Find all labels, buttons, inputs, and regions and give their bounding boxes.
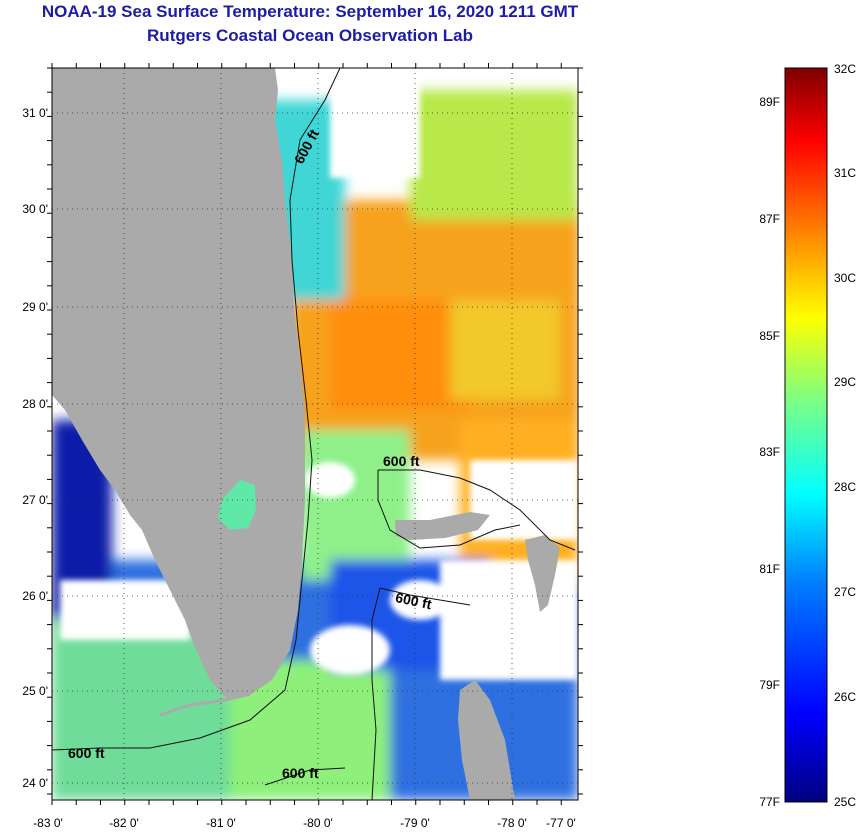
lat-label: 25 0' [22,684,48,698]
lat-label: 27 0' [22,493,48,507]
land-grand-bahama [395,512,490,540]
colorbar-label-c: 29C [834,375,856,389]
lon-label: -78 0' [497,816,527,830]
lat-label: 26 0' [22,589,48,603]
lon-label: -82 0' [109,816,139,830]
lat-label: 28 0' [22,397,48,411]
colorbar-label-f: 87F [759,212,780,226]
colorbar-celsius-labels: 32C 31C 30C 29C 28C 27C 26C 25C [834,62,856,809]
contour-label: 600 ft [383,453,420,469]
contour-label: 600 ft [68,745,105,761]
lat-label: 30 0' [22,202,48,216]
map-subtitle: Rutgers Coastal Ocean Observation Lab [147,26,473,45]
lon-label: -81 0' [206,816,236,830]
colorbar-label-f: 81F [759,562,780,576]
colorbar [784,67,828,803]
lat-label: 31 0' [22,106,48,120]
colorbar-label-f: 89F [759,95,780,109]
colorbar-label-f: 85F [759,329,780,343]
colorbar-label-c: 31C [834,166,856,180]
lon-label: -83 0' [33,816,63,830]
lat-label: 29 0' [22,300,48,314]
colorbar-label-f: 79F [759,678,780,692]
land-florida [52,68,305,700]
colorbar-label-c: 30C [834,271,856,285]
lon-label: -77 0' [546,816,576,830]
colorbar-label-f: 83F [759,445,780,459]
graticule [52,68,578,800]
land-florida-keys [159,692,251,717]
colorbar-label-c: 27C [834,585,856,599]
colorbar-label-c: 28C [834,480,856,494]
map-frame [51,67,579,801]
lon-label: -79 0' [400,816,430,830]
lake-okeechobee [218,480,256,530]
land-andros [458,680,515,800]
contour-label: 600 ft [394,589,433,612]
colorbar-label-c: 25C [834,795,856,809]
contour-label: 600 ft [282,765,319,781]
map-area: 600 ft 600 ft 600 ft 600 ft 600 ft [52,68,578,800]
lon-label: -80 0' [303,816,333,830]
axis-ticks [47,63,583,805]
lat-label: 24 0' [22,776,48,790]
map-title: NOAA-19 Sea Surface Temperature: Septemb… [41,2,579,21]
colorbar-label-c: 32C [834,62,856,76]
colorbar-label-f: 77F [759,795,780,809]
colorbar-fahrenheit-labels: 89F 87F 85F 83F 81F 79F 77F [759,95,780,809]
colorbar-label-c: 26C [834,690,856,704]
land-abaco [525,535,560,612]
